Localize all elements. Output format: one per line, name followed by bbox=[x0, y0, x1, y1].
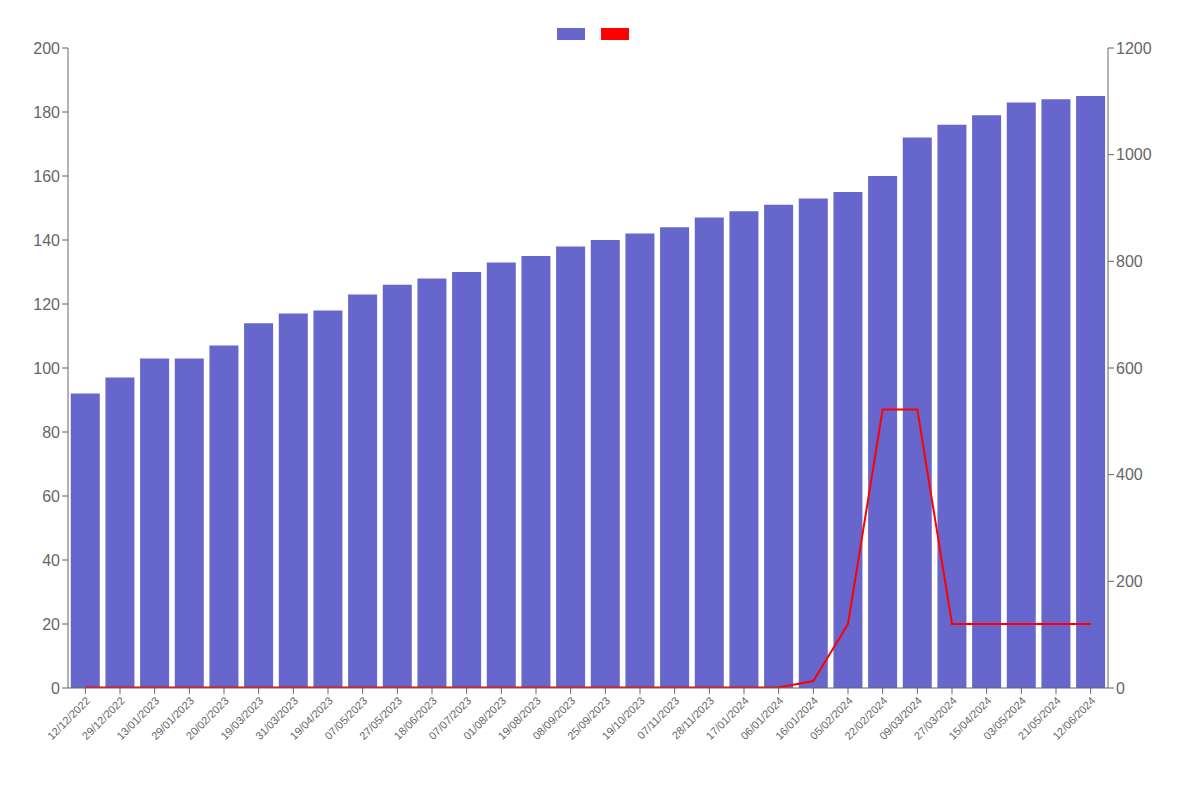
svg-text:120: 120 bbox=[33, 296, 60, 313]
svg-text:140: 140 bbox=[33, 232, 60, 249]
svg-text:18/06/2023: 18/06/2023 bbox=[391, 694, 439, 742]
svg-text:20: 20 bbox=[42, 616, 60, 633]
svg-text:60: 60 bbox=[42, 488, 60, 505]
svg-text:31/03/2023: 31/03/2023 bbox=[252, 694, 301, 742]
svg-text:08/09/2023: 08/09/2023 bbox=[530, 694, 578, 742]
svg-text:22/02/2024: 22/02/2024 bbox=[842, 694, 890, 742]
svg-text:100: 100 bbox=[33, 360, 60, 377]
svg-text:27/05/2023: 27/05/2023 bbox=[356, 694, 405, 742]
svg-text:29/12/2022: 29/12/2022 bbox=[79, 694, 127, 742]
svg-text:07/11/2023: 07/11/2023 bbox=[634, 694, 682, 742]
svg-text:1200: 1200 bbox=[1116, 40, 1152, 57]
svg-text:400: 400 bbox=[1116, 466, 1143, 483]
svg-text:15/04/2024: 15/04/2024 bbox=[946, 694, 994, 742]
svg-text:07/07/2023: 07/07/2023 bbox=[426, 694, 474, 742]
svg-text:05/02/2024: 05/02/2024 bbox=[807, 694, 855, 742]
svg-text:800: 800 bbox=[1116, 253, 1143, 270]
svg-text:12/06/2024: 12/06/2024 bbox=[1050, 694, 1097, 741]
svg-text:0: 0 bbox=[51, 680, 60, 697]
svg-text:01/08/2023: 01/08/2023 bbox=[460, 694, 509, 742]
svg-text:200: 200 bbox=[1116, 573, 1143, 590]
svg-text:40: 40 bbox=[42, 552, 60, 569]
svg-text:1000: 1000 bbox=[1116, 146, 1152, 163]
svg-text:17/01/2024: 17/01/2024 bbox=[703, 694, 751, 742]
svg-text:0: 0 bbox=[1116, 680, 1125, 697]
svg-text:28/11/2023: 28/11/2023 bbox=[669, 694, 717, 742]
svg-text:21/05/2024: 21/05/2024 bbox=[1015, 694, 1063, 742]
svg-text:160: 160 bbox=[33, 168, 60, 185]
svg-text:06/01/2024: 06/01/2024 bbox=[738, 694, 786, 742]
svg-text:27/03/2024: 27/03/2024 bbox=[911, 694, 959, 742]
svg-text:600: 600 bbox=[1116, 360, 1143, 377]
svg-text:19/08/2023: 19/08/2023 bbox=[495, 694, 543, 742]
svg-text:29/01/2023: 29/01/2023 bbox=[148, 694, 197, 742]
svg-text:07/05/2023: 07/05/2023 bbox=[322, 694, 370, 742]
svg-text:200: 200 bbox=[33, 40, 60, 57]
svg-text:19/10/2023: 19/10/2023 bbox=[599, 694, 647, 742]
svg-text:19/04/2023: 19/04/2023 bbox=[287, 694, 335, 742]
svg-text:16/01/2024: 16/01/2024 bbox=[772, 694, 821, 742]
svg-text:13/01/2023: 13/01/2023 bbox=[114, 694, 162, 742]
svg-text:25/09/2023: 25/09/2023 bbox=[564, 694, 613, 742]
svg-text:80: 80 bbox=[42, 424, 60, 441]
svg-text:20/02/2023: 20/02/2023 bbox=[183, 694, 231, 742]
svg-text:12/12/2022: 12/12/2022 bbox=[44, 694, 93, 742]
svg-text:180: 180 bbox=[33, 104, 60, 121]
svg-text:03/05/2024: 03/05/2024 bbox=[980, 694, 1029, 742]
svg-text:19/03/2023: 19/03/2023 bbox=[218, 694, 266, 742]
svg-text:09/03/2024: 09/03/2024 bbox=[876, 694, 925, 742]
